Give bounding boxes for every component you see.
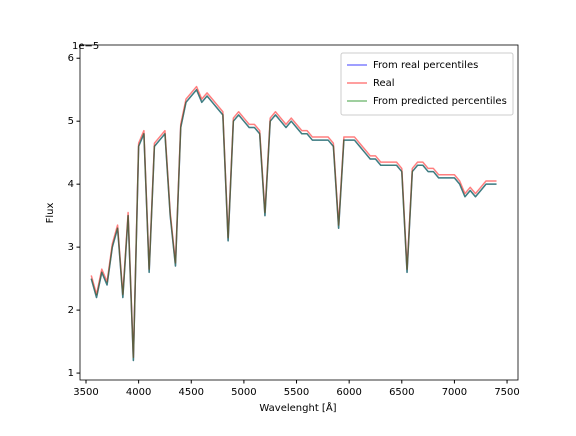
legend-label: From real percentiles <box>373 60 478 71</box>
series-line <box>90 85 497 359</box>
y-tick-label: 5 <box>68 116 74 127</box>
x-tick-label: 6500 <box>389 387 414 398</box>
y-tick-label: 2 <box>68 305 74 316</box>
x-tick-label: 7500 <box>494 387 519 398</box>
x-tick-label: 6000 <box>336 387 361 398</box>
x-tick-label: 5500 <box>284 387 309 398</box>
y-tick-label: 6 <box>68 53 74 64</box>
series-line <box>90 88 497 362</box>
legend-label: From predicted percentiles <box>373 96 507 107</box>
x-tick-label: 3500 <box>73 387 98 398</box>
x-tick-label: 5000 <box>231 387 256 398</box>
y-tick-label: 1 <box>68 368 74 379</box>
y-tick-label: 4 <box>68 179 74 190</box>
y-axis-label: Flux <box>45 203 56 224</box>
x-tick-label: 4000 <box>126 387 151 398</box>
y-offset-label: 1e−5 <box>72 41 99 52</box>
legend-box <box>340 52 514 116</box>
x-tick-label: 4500 <box>179 387 204 398</box>
y-tick-label: 3 <box>68 242 74 253</box>
legend-label: Real <box>373 78 395 89</box>
plot-frame <box>79 44 519 381</box>
x-tick-label: 7000 <box>442 387 467 398</box>
x-axis-label: Wavelenght [Å] <box>259 401 336 414</box>
